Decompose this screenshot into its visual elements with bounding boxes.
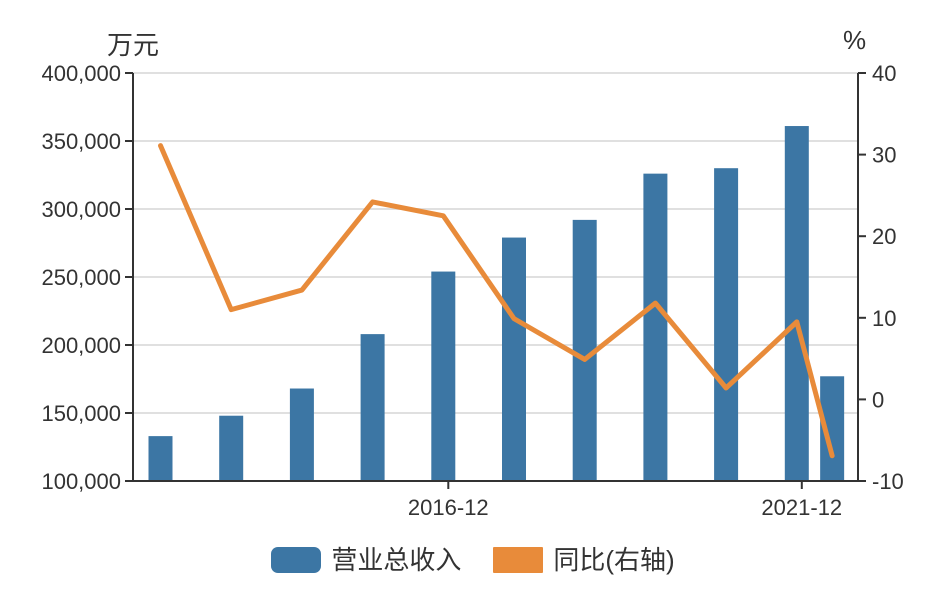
revenue-bar (643, 173, 668, 481)
legend-item-revenue[interactable]: 营业总收入 (271, 547, 461, 573)
revenue-legend-swatch (271, 547, 322, 573)
revenue-bar (502, 237, 526, 481)
left-axis-tick-label: 350,000 (41, 129, 121, 154)
left-axis-tick-label: 250,000 (41, 265, 121, 290)
revenue-bar (714, 168, 739, 481)
right-axis-tick-label: 30 (872, 143, 896, 168)
revenue-bar (784, 126, 809, 481)
right-axis-unit-label: % (843, 25, 867, 55)
revenue-bar (289, 388, 314, 481)
legend: 营业总收入 同比(右轴) (0, 547, 946, 573)
yoy-line (158, 143, 835, 459)
right-axis-tick-label: 10 (872, 306, 896, 331)
left-axis-tick-label: 150,000 (41, 401, 121, 426)
right-axis-tick-label: 20 (872, 224, 896, 249)
right-axis-tick-label: 0 (872, 387, 884, 412)
revenue-bar (148, 436, 173, 481)
right-axis-tick-label: 40 (872, 61, 896, 86)
yoy-legend-label: 同比(右轴) (553, 545, 675, 575)
right-axis-tick-label: -10 (872, 469, 904, 494)
left-axis-tick-label: 200,000 (41, 333, 121, 358)
legend-item-yoy[interactable]: 同比(右轴) (493, 545, 675, 575)
revenue-bar (431, 271, 456, 481)
revenue-bar (360, 334, 385, 481)
left-axis-unit-label: 万元 (107, 30, 160, 60)
revenue-bar (219, 415, 244, 481)
left-axis-tick-label: 400,000 (41, 61, 121, 86)
revenue-legend-label: 营业总收入 (331, 545, 462, 575)
left-axis-tick-label: 300,000 (41, 197, 121, 222)
yoy-legend-swatch (493, 547, 544, 573)
x-axis-tick-label: 2016-12 (408, 495, 489, 520)
left-axis-tick-label: 100,000 (41, 469, 121, 494)
x-axis-tick-label: 2021-12 (761, 495, 842, 520)
